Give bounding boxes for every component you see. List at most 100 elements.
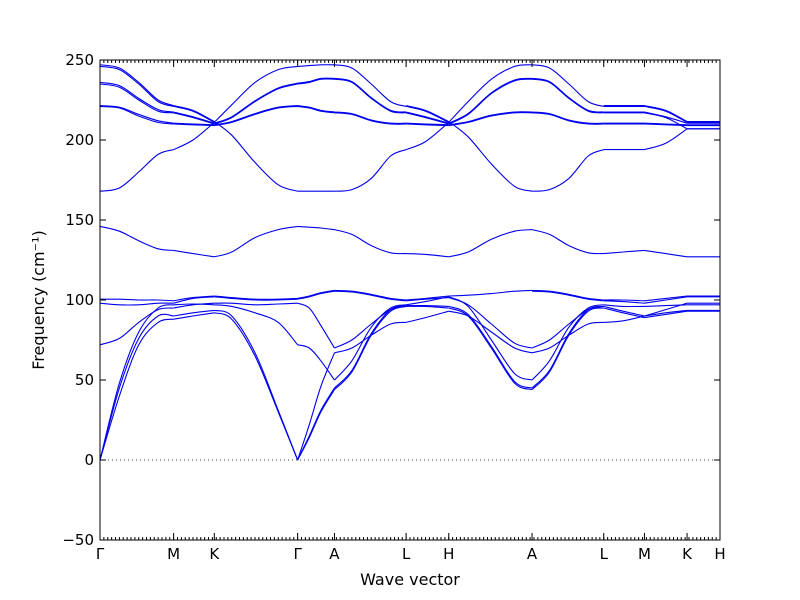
y-tick-label: −50 (62, 531, 94, 549)
phonon-branch (173, 123, 215, 127)
phonon-branch (603, 315, 645, 323)
phonon-branch (173, 312, 215, 320)
phonon-branch (405, 105, 449, 123)
y-tick-label: 150 (65, 211, 94, 229)
phonon-branch (334, 64, 407, 107)
phonon-branch (644, 295, 688, 302)
phonon-branch (173, 303, 215, 306)
x-tick-label: A (329, 545, 340, 563)
phonon-branch (100, 105, 174, 125)
phonon-branch (297, 290, 335, 300)
phonon-branch (297, 64, 335, 67)
phonon-branch (532, 111, 604, 124)
phonon-branch (297, 344, 335, 381)
phonon-branch (644, 302, 688, 317)
x-axis-title: Wave vector (360, 570, 460, 589)
phonon-branch (448, 305, 533, 389)
phonon-branch (406, 297, 449, 302)
phonon-branch (334, 289, 407, 301)
x-tick-label: M (167, 545, 180, 563)
phonon-branch (334, 78, 407, 114)
phonon-branch (334, 305, 407, 389)
phonon-branch (644, 309, 688, 317)
phonon-branch (448, 121, 533, 192)
phonon-branch (406, 304, 449, 307)
phonon-branch (405, 121, 450, 151)
phonon-branch (532, 290, 604, 302)
phonon-branch (644, 128, 688, 151)
phonon-branch (334, 304, 407, 381)
phonon-branch (297, 387, 335, 461)
phonon-branch (297, 352, 335, 461)
phonon-branch (173, 296, 215, 304)
x-tick-label: H (714, 545, 725, 563)
phonon-branch (297, 289, 335, 299)
phonon-branch (100, 307, 174, 346)
dispersion-branches (100, 64, 720, 461)
phonon-branch (100, 65, 174, 107)
phonon-branch (603, 304, 645, 308)
phonon-branch (406, 253, 449, 258)
phonon-branch (297, 105, 335, 114)
phonon-branch (214, 225, 298, 258)
phonon-branch (603, 249, 645, 255)
x-tick-label: Γ (96, 545, 105, 563)
phonon-branch (334, 111, 407, 124)
phonon-branch (334, 149, 407, 192)
phonon-branch (100, 304, 174, 461)
phonon-branch (214, 105, 298, 127)
phonon-branch (405, 111, 449, 124)
phonon-branch (644, 112, 688, 130)
phonon-branch (532, 289, 604, 301)
phonon-branch (334, 290, 407, 302)
phonon-branch (405, 105, 449, 123)
phonon-branch (448, 77, 533, 124)
phonon-branch (100, 298, 174, 302)
phonon-branch (644, 105, 688, 123)
phonon-branch (214, 295, 298, 300)
phonon-branch (173, 302, 215, 309)
phonon-branch (100, 64, 174, 107)
phonon-branch (405, 310, 449, 323)
x-tick-label: L (402, 545, 411, 563)
phonon-branch (173, 111, 215, 124)
phonon-branch (100, 302, 174, 306)
phonon-branch (100, 313, 174, 461)
phonon-branch (213, 65, 298, 123)
phonon-branch (644, 310, 688, 319)
phonon-branch (214, 105, 298, 126)
phonon-branch (531, 307, 604, 390)
phonon-branch (173, 112, 215, 125)
phonon-branch (448, 229, 533, 258)
phonon-branch (214, 309, 299, 461)
phonon-branch (448, 111, 533, 126)
phonon-branch (531, 229, 604, 255)
phonon-branch (644, 296, 688, 304)
phonon-branch (214, 296, 298, 301)
phonon-branch (173, 122, 215, 126)
phonon-branch (405, 112, 449, 125)
phonon-branch (213, 121, 298, 192)
phonon-branch (644, 122, 688, 126)
phonon-branch (100, 225, 174, 251)
y-tick-label: 100 (65, 291, 94, 309)
phonon-branch (448, 310, 533, 354)
phonon-branch (100, 318, 174, 461)
phonon-branch (297, 77, 335, 84)
phonon-branch (603, 299, 645, 302)
phonon-branch (214, 312, 299, 461)
phonon-branch (448, 297, 533, 349)
phonon-branch (531, 64, 604, 107)
phonon-branch (406, 305, 449, 309)
phonon-branch (531, 78, 604, 114)
phonon-branch (100, 83, 174, 114)
x-tick-label: M (638, 545, 651, 563)
phonon-branch (532, 112, 604, 125)
phonon-branch (173, 309, 215, 317)
phonon-branch (406, 123, 449, 127)
phonon-branch (173, 295, 215, 302)
phonon-branch (644, 123, 688, 127)
phonon-branch (334, 305, 407, 390)
phonon-branch (644, 105, 688, 123)
